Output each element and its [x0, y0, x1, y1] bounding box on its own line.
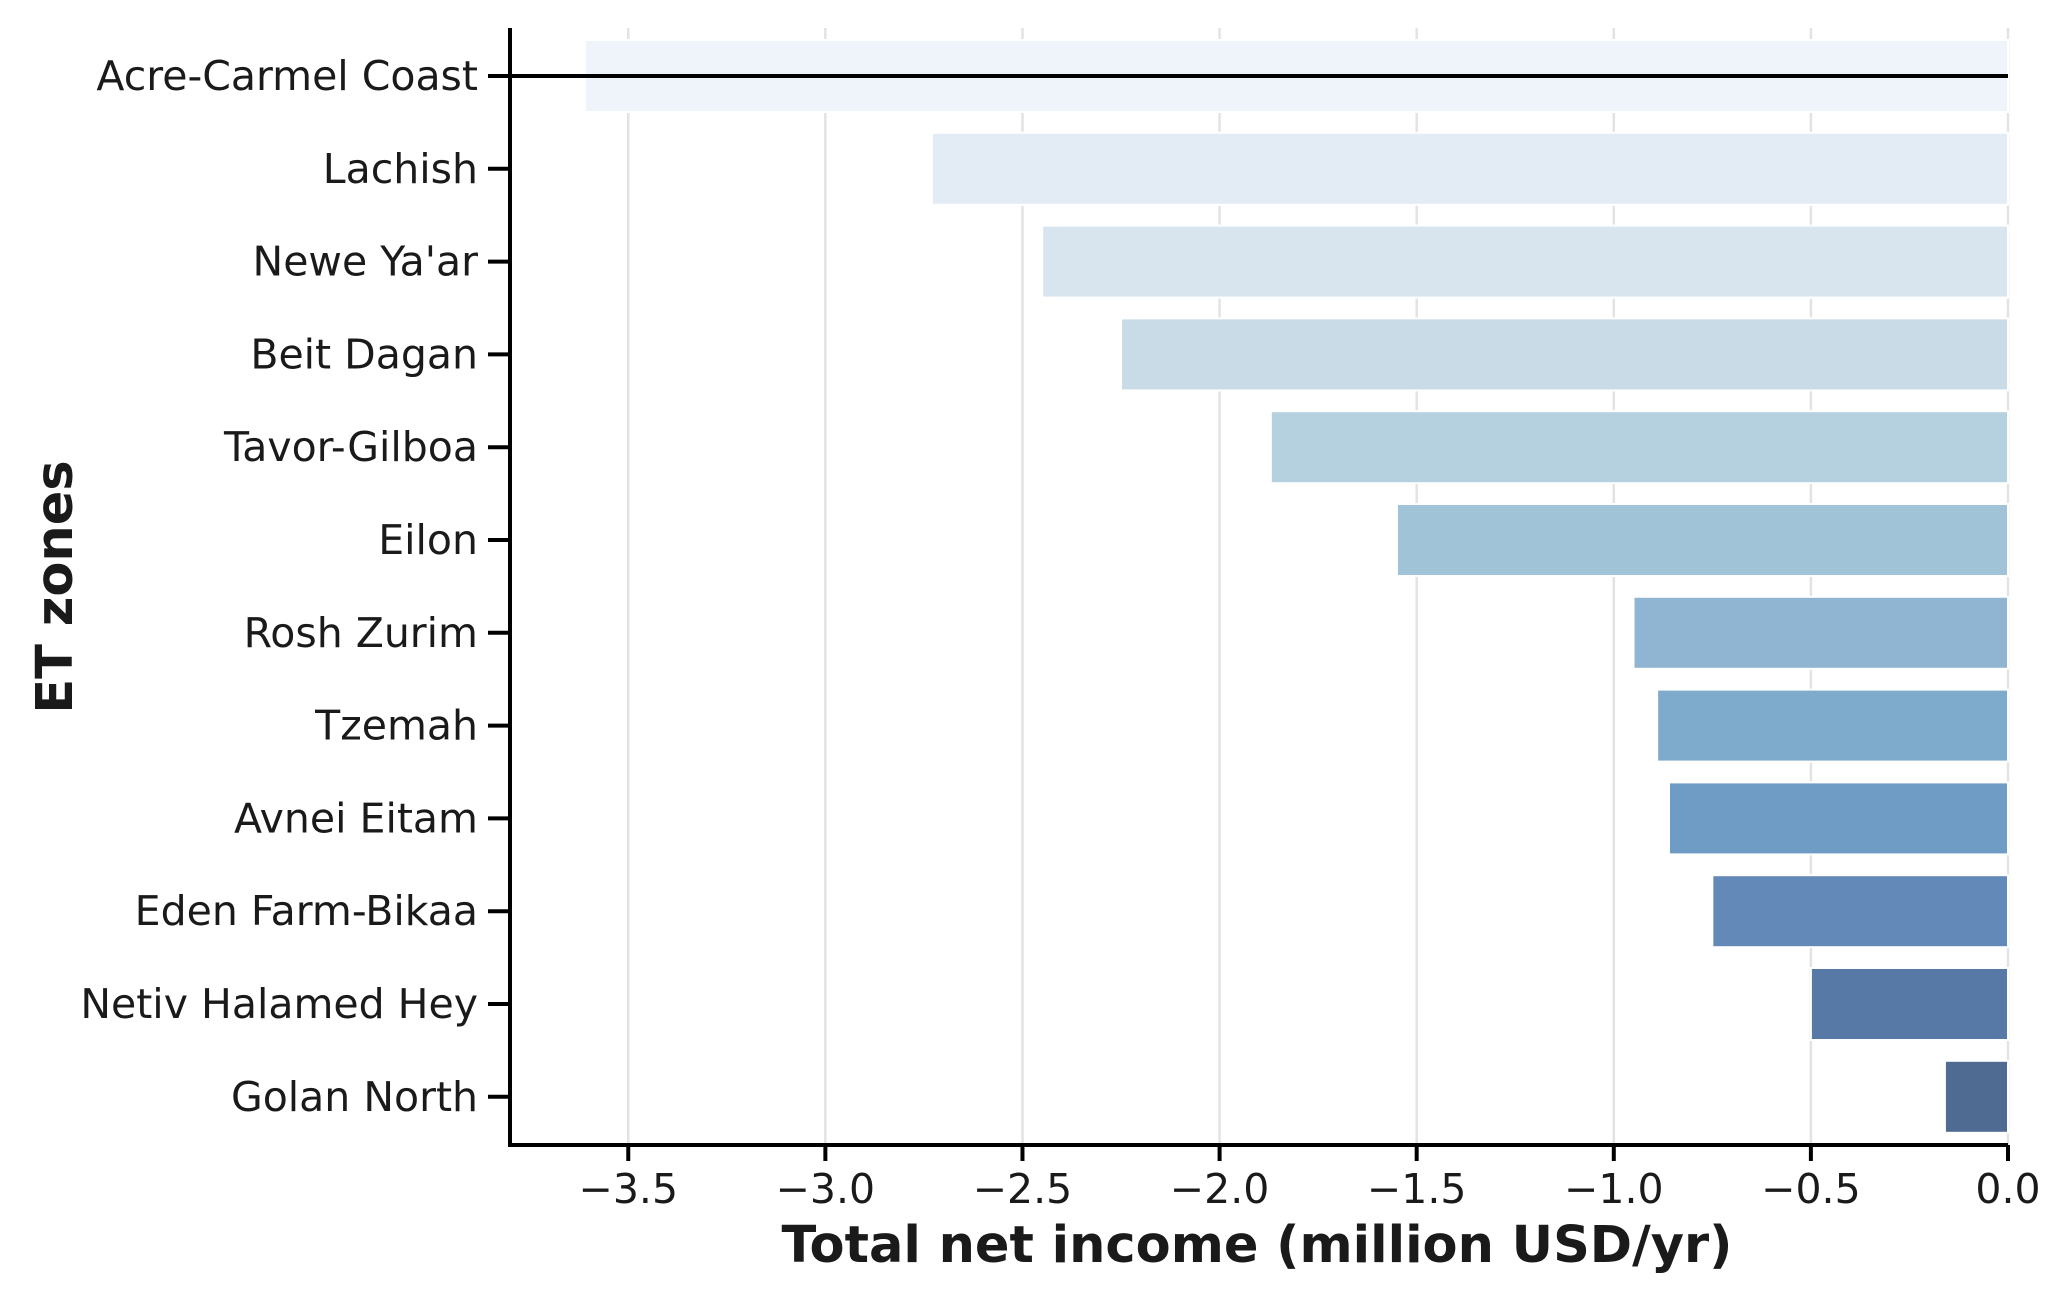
bar	[1632, 595, 2009, 670]
bar	[1269, 410, 2009, 485]
y-tick-label: Eilon	[378, 516, 478, 564]
bar	[1656, 688, 2009, 763]
y-tick-label: Tavor-Gilboa	[223, 423, 478, 471]
x-tick-label: −1.5	[1367, 1165, 1467, 1213]
x-tick-label: −3.5	[578, 1165, 678, 1213]
x-tick-label: −3.0	[776, 1165, 876, 1213]
grid-lines	[627, 28, 2010, 1145]
bars	[583, 39, 2010, 1134]
y-tick-label: Lachish	[323, 145, 478, 193]
y-tick-label: Rosh Zurim	[244, 609, 478, 657]
y-tick-label: Avnei Eitam	[234, 794, 478, 842]
x-axis-ticks: −3.5 −3.0 −2.5 −2.0 −1.5 −1.0 −0.5 0.0	[578, 1145, 2041, 1213]
y-tick-label: Golan North	[231, 1073, 478, 1121]
x-tick-label: −2.5	[973, 1165, 1073, 1213]
x-tick-label: −1.0	[1564, 1165, 1664, 1213]
x-axis-title: Total net income (million USD/yr)	[782, 1216, 1733, 1275]
bar	[1943, 1059, 2009, 1134]
bar	[1120, 317, 2010, 392]
bar	[1667, 781, 2010, 856]
bar	[930, 131, 2009, 206]
y-tick-label: Tzemah	[314, 702, 478, 750]
y-tick-label: Beit Dagan	[250, 330, 478, 378]
y-tick-label: Newe Ya'ar	[253, 238, 479, 286]
bar	[1711, 874, 2010, 949]
x-tick-label: 0.0	[1975, 1165, 2040, 1213]
y-tick-label: Eden Farm-Bikaa	[135, 887, 478, 935]
bar	[1041, 224, 2009, 299]
y-tick-label: Acre-Carmel Coast	[96, 52, 478, 100]
bar	[1395, 503, 2009, 577]
x-tick-label: −0.5	[1761, 1165, 1861, 1213]
x-tick-label: −2.0	[1170, 1165, 1270, 1213]
bar	[1809, 967, 2010, 1041]
y-axis-title: ET zones	[26, 460, 85, 713]
y-tick-label: Netiv Halamed Hey	[80, 980, 478, 1028]
y-axis-ticks: Acre-Carmel Coast Lachish Newe Ya'ar Beit D…	[80, 52, 510, 1121]
